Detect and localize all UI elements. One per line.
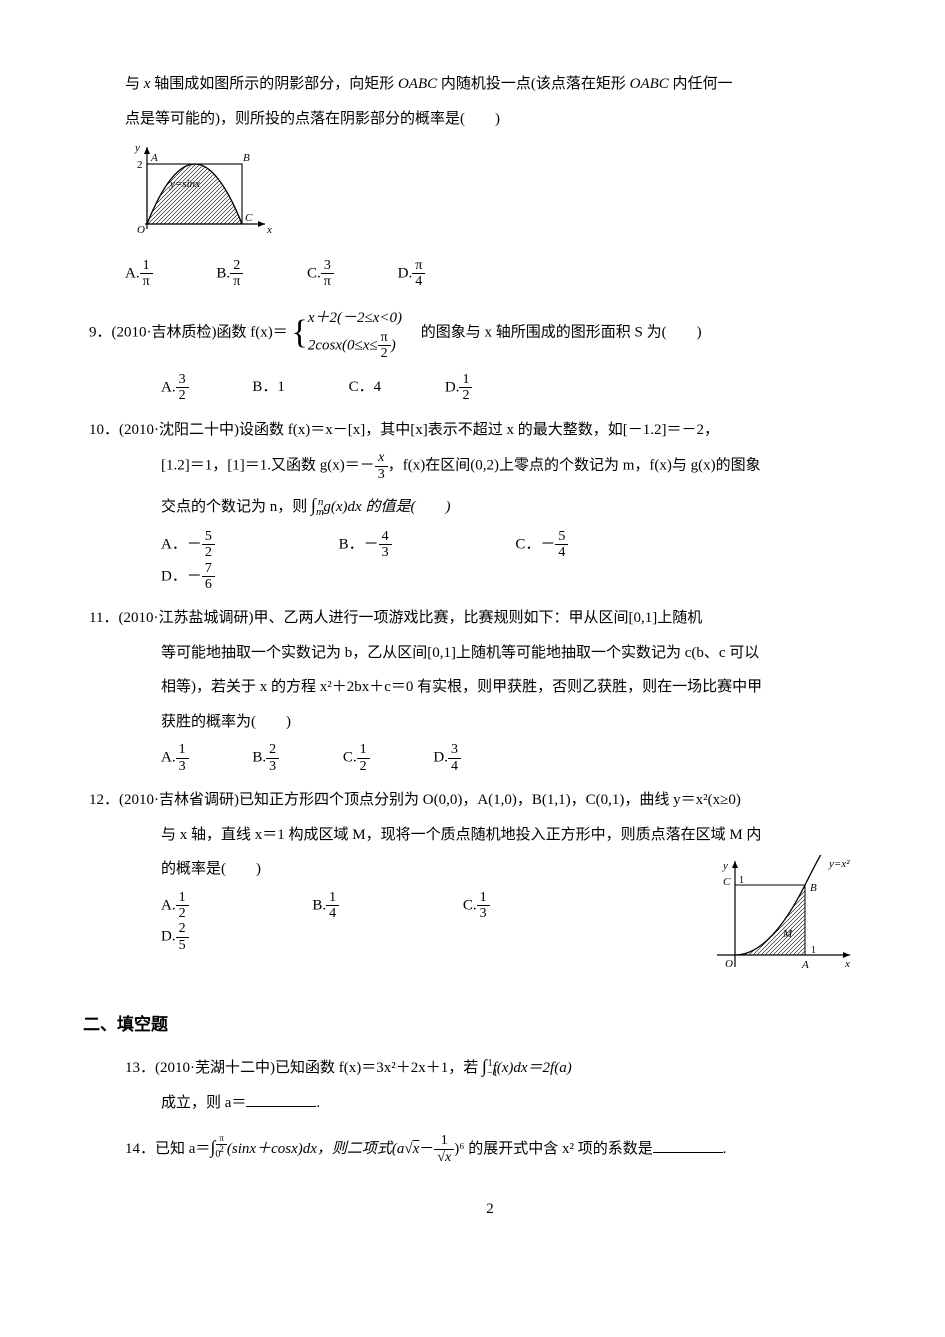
q13-line1: 13．(2010·芜湖十二中)已知函数 f(x)＝3x²＋2x＋1，若 ∫−11… [125,1049,855,1083]
q8-opt-D: D.π4 [398,258,426,290]
q11-opt-A: A.13 [161,742,189,774]
section-2-heading: 二、填空题 [83,1009,855,1041]
q10-opt-D: D．－76 [161,561,215,593]
q12-opt-B: B.14 [312,890,339,922]
q12-line2: 与 x 轴，直线 x＝1 构成区域 M，现将一个质点随机地投入正方形中，则质点落… [125,821,855,850]
label-A: A [150,152,158,164]
q11-opt-D: D.34 [433,742,461,774]
question-10: 10．(2010·沈阳二十中)设函数 f(x)＝x－[x]，其中[x]表示不超过… [125,416,855,593]
q12-O: O [725,958,733,970]
q12-ax-x: x [844,958,850,970]
question-9: 9．(2010·吉林质检)函数 f(x)＝ { x＋2(－2≤x<0) 2cos… [125,301,855,403]
q12-figure: O A B C 1 1 M y=x² y x [705,855,855,991]
q10-line2: [1.2]＝1，[1]＝1.又函数 g(x)＝－x3，f(x)在区间(0,2)上… [125,450,855,482]
q9-opt-D: D.12 [445,372,473,404]
q9-options: A.32 B．1 C．4 D.12 [125,372,855,404]
q12-1x: 1 [811,945,816,956]
label-C: C [245,212,253,224]
axis-y-label: y [134,142,140,154]
q10-line1: 10．(2010·沈阳二十中)设函数 f(x)＝x－[x]，其中[x]表示不超过… [89,416,855,445]
q9-stem: 9．(2010·吉林质检)函数 f(x)＝ { x＋2(－2≤x<0) 2cos… [89,301,855,366]
q8-figure: y x O 2 A B C y=sinx [125,139,855,250]
question-8-tail: 与 x 轴围成如图所示的阴影部分，向矩形 OABC 内随机投一点(该点落在矩形 … [125,70,855,289]
q12-opt-D: D.25 [161,921,189,953]
q14-line1: 14．已知 a＝∫0π2(sinx＋cosx)dx，则二项式(a√x－1√x)⁶… [125,1130,855,1165]
sine-area-chart: y x O 2 A B C y=sinx [125,139,275,239]
q13-blank [246,1092,316,1107]
q14-blank [653,1138,723,1153]
q8-opt-A: A.1π [125,258,153,290]
curve-label: y=sinx [169,178,200,190]
q11-line3: 相等)，若关于 x 的方程 x²＋2bx＋c＝0 有实根，则甲获胜，否则乙获胜，… [125,673,855,702]
q11-line4: 获胜的概率为( ) [125,708,855,737]
q10-opt-C: C．－54 [515,529,568,561]
q9-opt-B: B．1 [252,373,285,402]
q8-options: A.1π B.2π C.3π D.π4 [125,258,855,290]
q11-opt-B: B.23 [252,742,279,774]
q9-opt-C: C．4 [349,373,382,402]
q10-options: A．－52 B．－43 C．－54 D．－76 [125,529,855,593]
q12-opt-C: C.13 [463,890,490,922]
q8-stem-line1: 与 x 轴围成如图所示的阴影部分，向矩形 OABC 内随机投一点(该点落在矩形 … [125,70,855,99]
question-14: 14．已知 a＝∫0π2(sinx＋cosx)dx，则二项式(a√x－1√x)⁶… [125,1130,855,1165]
q12-line1: 12．(2010·吉林省调研)已知正方形四个顶点分别为 O(0,0)，A(1,0… [89,786,855,815]
question-12: 12．(2010·吉林省调研)已知正方形四个顶点分别为 O(0,0)，A(1,0… [125,786,855,997]
q12-A: A [801,959,809,971]
label-2: 2 [137,159,143,171]
q12-opt-A: A.12 [161,890,189,922]
q8-stem-line2: 点是等可能的)，则所投的点落在阴影部分的概率是( ) [125,105,855,134]
q9-piece1: x＋2(－2≤x<0) [308,310,402,326]
q8-opt-B: B.2π [216,258,243,290]
page-number: 2 [125,1195,855,1224]
label-B: B [243,152,250,164]
q11-line1: 11．(2010·江苏盐城调研)甲、乙两人进行一项游戏比赛，比赛规则如下：甲从区… [89,604,855,633]
q11-options: A.13 B.23 C.12 D.34 [125,742,855,774]
q10-opt-A: A．－52 [161,529,215,561]
origin-label: O [137,224,145,236]
q9-opt-A: A.32 [161,372,189,404]
q12-C: C [723,876,731,888]
q12-curve: y=x² [828,858,850,870]
parabola-region-chart: O A B C 1 1 M y=x² y x [705,855,855,980]
q11-line2: 等可能地抽取一个实数记为 b，乙从区间[0,1]上随机等可能地抽取一个实数记为 … [125,639,855,668]
q13-line2: 成立，则 a＝. [125,1089,855,1118]
q8-opt-C: C.3π [307,258,334,290]
q12-M: M [782,928,793,940]
q10-line3: 交点的个数记为 n，则 ∫mng(x)dx 的值是( ) [125,488,855,523]
q12-1y: 1 [739,875,744,886]
question-11: 11．(2010·江苏盐城调研)甲、乙两人进行一项游戏比赛，比赛规则如下：甲从区… [125,604,855,774]
q11-opt-C: C.12 [343,742,370,774]
q12-ax-y: y [722,860,728,872]
question-13: 13．(2010·芜湖十二中)已知函数 f(x)＝3x²＋2x＋1，若 ∫−11… [125,1049,855,1118]
axis-x-label: x [266,224,272,236]
q10-opt-B: B．－43 [339,529,392,561]
q12-B: B [810,882,817,894]
